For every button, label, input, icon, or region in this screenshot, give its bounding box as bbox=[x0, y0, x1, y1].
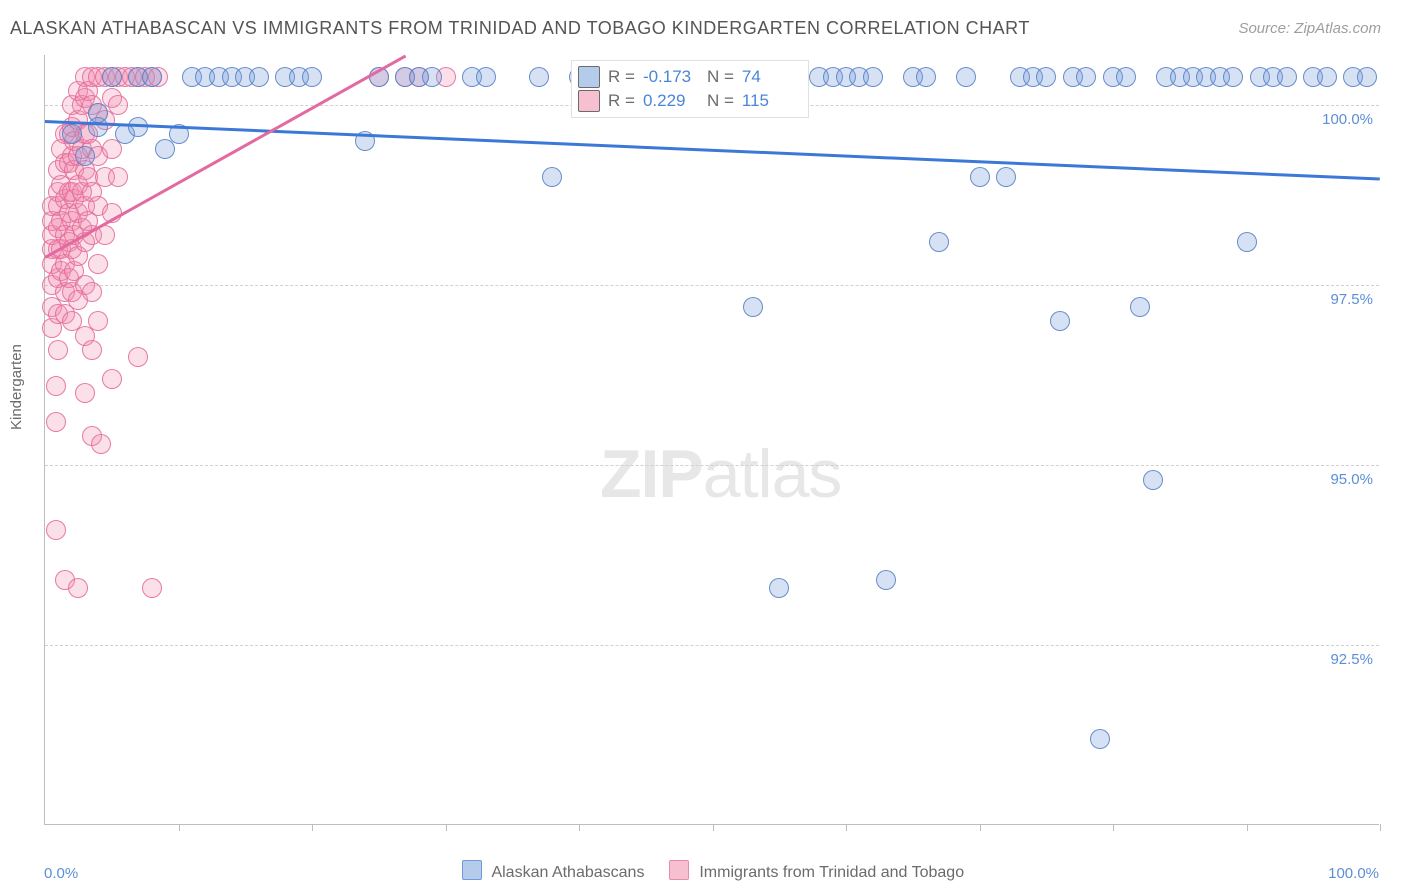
legend-label-blue: Alaskan Athabascans bbox=[491, 864, 644, 881]
n-label: N = bbox=[707, 67, 734, 87]
data-point bbox=[68, 578, 88, 598]
data-point bbox=[88, 254, 108, 274]
data-point bbox=[128, 347, 148, 367]
data-point bbox=[46, 520, 66, 540]
watermark-logo: ZIPatlas bbox=[600, 435, 841, 513]
y-axis-label: Kindergarten bbox=[8, 344, 25, 430]
data-point bbox=[102, 67, 122, 87]
x-tick bbox=[312, 824, 313, 831]
data-point bbox=[1277, 67, 1297, 87]
data-point bbox=[46, 412, 66, 432]
x-tick bbox=[713, 824, 714, 831]
gridline bbox=[45, 465, 1379, 466]
data-point bbox=[1130, 297, 1150, 317]
data-point bbox=[743, 297, 763, 317]
trend-line bbox=[45, 120, 1380, 180]
data-point bbox=[128, 117, 148, 137]
data-point bbox=[1036, 67, 1056, 87]
data-point bbox=[102, 369, 122, 389]
swatch-blue-icon bbox=[578, 66, 600, 88]
x-tick bbox=[1247, 824, 1248, 831]
data-point bbox=[1116, 67, 1136, 87]
watermark-zip: ZIP bbox=[600, 436, 703, 512]
x-tick bbox=[846, 824, 847, 831]
data-point bbox=[302, 67, 322, 87]
data-point bbox=[108, 95, 128, 115]
data-point bbox=[970, 167, 990, 187]
data-point bbox=[249, 67, 269, 87]
data-point bbox=[82, 282, 102, 302]
data-point bbox=[956, 67, 976, 87]
data-point bbox=[82, 340, 102, 360]
data-point bbox=[1090, 729, 1110, 749]
data-point bbox=[542, 167, 562, 187]
x-tick bbox=[980, 824, 981, 831]
data-point bbox=[422, 67, 442, 87]
legend-row-blue: R = -0.173 N = 74 bbox=[578, 65, 798, 89]
plot-area: ZIPatlas 100.0% 97.5% 95.0% 92.5% bbox=[44, 55, 1379, 825]
r-value-blue: -0.173 bbox=[643, 67, 699, 87]
n-value-blue: 74 bbox=[742, 67, 798, 87]
data-point bbox=[1050, 311, 1070, 331]
data-point bbox=[863, 67, 883, 87]
correlation-legend: R = -0.173 N = 74 R = 0.229 N = 115 bbox=[571, 60, 809, 118]
series-legend: Alaskan Athabascans Immigrants from Trin… bbox=[0, 860, 1406, 882]
legend-label-pink: Immigrants from Trinidad and Tobago bbox=[699, 864, 964, 881]
data-point bbox=[769, 578, 789, 598]
x-tick bbox=[1113, 824, 1114, 831]
y-tick-label: 95.0% bbox=[1330, 471, 1373, 488]
data-point bbox=[1317, 67, 1337, 87]
data-point bbox=[1143, 470, 1163, 490]
r-label: R = bbox=[608, 91, 635, 111]
y-tick-label: 100.0% bbox=[1322, 111, 1373, 128]
source-attribution: Source: ZipAtlas.com bbox=[1238, 20, 1381, 37]
data-point bbox=[62, 124, 82, 144]
x-tick bbox=[1380, 824, 1381, 831]
data-point bbox=[88, 311, 108, 331]
x-tick bbox=[446, 824, 447, 831]
y-tick-label: 97.5% bbox=[1330, 291, 1373, 308]
r-label: R = bbox=[608, 67, 635, 87]
x-tick bbox=[579, 824, 580, 831]
data-point bbox=[876, 570, 896, 590]
x-tick bbox=[179, 824, 180, 831]
r-value-pink: 0.229 bbox=[643, 91, 699, 111]
data-point bbox=[916, 67, 936, 87]
gridline bbox=[45, 285, 1379, 286]
data-point bbox=[91, 434, 111, 454]
chart-title: ALASKAN ATHABASCAN VS IMMIGRANTS FROM TR… bbox=[10, 18, 1030, 39]
data-point bbox=[46, 376, 66, 396]
data-point bbox=[1076, 67, 1096, 87]
n-value-pink: 115 bbox=[742, 91, 798, 111]
legend-row-pink: R = 0.229 N = 115 bbox=[578, 89, 798, 113]
data-point bbox=[75, 146, 95, 166]
data-point bbox=[1223, 67, 1243, 87]
data-point bbox=[1357, 67, 1377, 87]
data-point bbox=[529, 67, 549, 87]
watermark-atlas: atlas bbox=[703, 436, 842, 512]
data-point bbox=[929, 232, 949, 252]
data-point bbox=[1237, 232, 1257, 252]
chart-container: ALASKAN ATHABASCAN VS IMMIGRANTS FROM TR… bbox=[0, 0, 1406, 892]
gridline bbox=[45, 645, 1379, 646]
y-tick-label: 92.5% bbox=[1330, 651, 1373, 668]
data-point bbox=[476, 67, 496, 87]
data-point bbox=[108, 167, 128, 187]
n-label: N = bbox=[707, 91, 734, 111]
data-point bbox=[75, 383, 95, 403]
swatch-blue-icon bbox=[462, 860, 482, 880]
data-point bbox=[142, 67, 162, 87]
swatch-pink-icon bbox=[578, 90, 600, 112]
data-point bbox=[142, 578, 162, 598]
data-point bbox=[48, 340, 68, 360]
data-point bbox=[88, 117, 108, 137]
swatch-pink-icon bbox=[669, 860, 689, 880]
data-point bbox=[996, 167, 1016, 187]
